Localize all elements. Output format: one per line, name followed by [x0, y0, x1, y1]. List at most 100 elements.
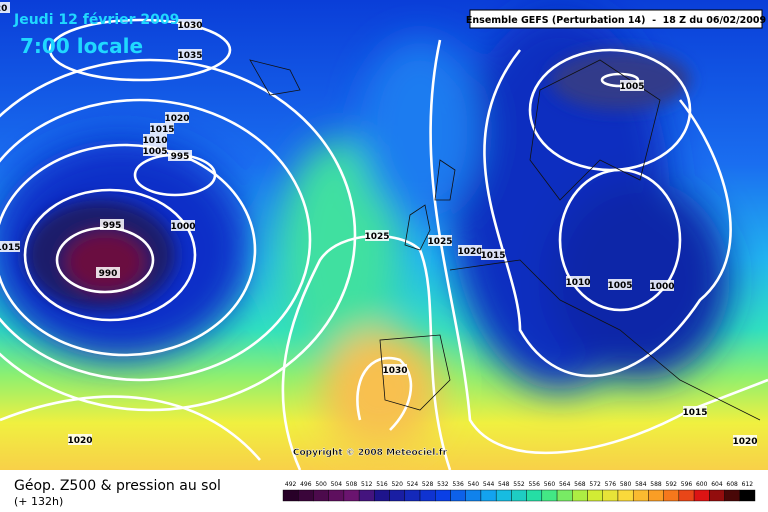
legend-swatch	[465, 489, 482, 502]
legend-swatch	[709, 489, 725, 502]
date: Jeudi 12 février 2009	[13, 12, 179, 28]
legend-swatch	[648, 489, 664, 502]
isobar-label-bg	[608, 279, 632, 290]
isobar-label: 1020	[164, 114, 189, 124]
isobar-label-bg	[168, 150, 192, 161]
legend-label: 516	[376, 481, 388, 488]
isobar-label-bg	[0, 2, 10, 13]
isobar-label-bg	[650, 280, 674, 291]
isobar-label-bg	[566, 276, 590, 287]
isobar-label: 1000	[170, 222, 195, 232]
isobar-label: 1025	[427, 237, 452, 247]
legend-label: 532	[437, 481, 449, 488]
legend-swatch	[724, 489, 740, 502]
legend-swatch	[450, 489, 466, 502]
isobar-label-bg	[683, 406, 707, 417]
color-legend: 492 496 500 504 508 512 516 520 524 528 532 536 540 5…	[282, 481, 756, 502]
isobar-label-bg	[383, 364, 407, 375]
legend-label: 588	[650, 481, 662, 488]
isobar-label-bg	[143, 145, 167, 156]
isobar-label-bg	[165, 112, 189, 123]
isobar-label-bg	[178, 49, 202, 60]
isobar-label: 1035	[177, 51, 202, 61]
legend-label: 524	[407, 481, 419, 488]
legend-label: 612	[742, 481, 754, 488]
legend-swatch	[511, 489, 527, 502]
legend-label: 552	[513, 481, 525, 488]
legend-swatch	[541, 489, 558, 502]
isobar-label-bg	[458, 245, 482, 256]
legend-swatch	[663, 489, 680, 502]
legend-label: 576	[605, 481, 617, 488]
legend-swatch	[389, 489, 406, 502]
footer-title: Géop. Z500 & pression au sol	[14, 478, 221, 494]
legend-swatch	[374, 489, 390, 502]
legend-label: 508	[346, 481, 358, 488]
isobar-label: 1010	[142, 136, 167, 146]
legend-label: 596	[681, 481, 693, 488]
isobar-label: 1020	[732, 437, 757, 447]
legend-label: 608	[726, 481, 738, 488]
isobar-label: 1015	[0, 243, 21, 253]
legend-swatch	[313, 489, 329, 502]
legend-swatch	[282, 489, 299, 502]
isobar-label: 1020	[67, 436, 92, 446]
legend-swatch	[358, 489, 375, 502]
footer-lead: (+ 132h)	[14, 495, 63, 508]
legend-swatch	[480, 489, 497, 502]
isobar-label: 1000	[649, 282, 674, 292]
legend-label: 520	[391, 481, 403, 488]
isobar-label: 1005	[607, 281, 632, 291]
isobar-labels: 0201030103510201015101010059959951000990…	[0, 2, 758, 447]
legend-label: 572	[589, 481, 601, 488]
model-box	[469, 9, 763, 29]
legend-swatch	[678, 489, 695, 502]
legend-label: 592	[666, 481, 678, 488]
isobar-label-bg	[365, 230, 389, 241]
legend-label: 540	[468, 481, 480, 488]
coastlines	[249, 59, 761, 421]
isobar-label: 1025	[364, 232, 389, 242]
isobar-label-bg	[68, 434, 92, 445]
legend-label: 512	[361, 481, 373, 488]
legend-label: 548	[498, 481, 510, 488]
legend-label: 492	[285, 481, 297, 488]
legend-swatch	[419, 489, 436, 502]
isobar-label: 020	[0, 4, 7, 14]
legend-label: 504	[331, 481, 343, 488]
legend-label: 584	[635, 481, 647, 488]
isobar-label: 1020	[457, 247, 482, 257]
legend-swatch	[739, 489, 756, 502]
legend-label: 496	[300, 481, 312, 488]
legend-label: 544	[483, 481, 495, 488]
legend-swatch	[556, 489, 573, 502]
time: 7:00 locale	[20, 34, 143, 58]
isobar-label-bg	[96, 267, 120, 278]
legend-label: 536	[452, 481, 464, 488]
isobar-label-bg	[150, 123, 174, 134]
legend-label: 500	[315, 481, 327, 488]
legend-swatch	[404, 489, 421, 502]
legend-swatch	[328, 489, 345, 502]
legend-swatch	[435, 489, 451, 502]
isobar-label: 1030	[382, 366, 407, 376]
legend-label: 580	[620, 481, 632, 488]
legend-swatch	[632, 489, 649, 502]
isobar-label-bg	[100, 219, 124, 230]
isobar-label-bg	[733, 435, 757, 446]
isobar-label-bg	[143, 134, 167, 145]
map-background	[0, 0, 768, 470]
legend-label: 556	[528, 481, 540, 488]
isobar-label: 1015	[480, 251, 505, 261]
legend-label: 560	[544, 481, 556, 488]
isobar-label-bg	[171, 220, 195, 231]
legend-label: 604	[711, 481, 723, 488]
isobar-label: 995	[171, 152, 190, 162]
model: Ensemble GEFS (Perturbation 14) - 18 Z d…	[466, 15, 766, 26]
isobar-label: 1010	[565, 278, 590, 288]
legend-swatch	[343, 489, 360, 502]
isobar-label: 1030	[177, 21, 202, 31]
isobar-label-bg	[481, 249, 505, 260]
